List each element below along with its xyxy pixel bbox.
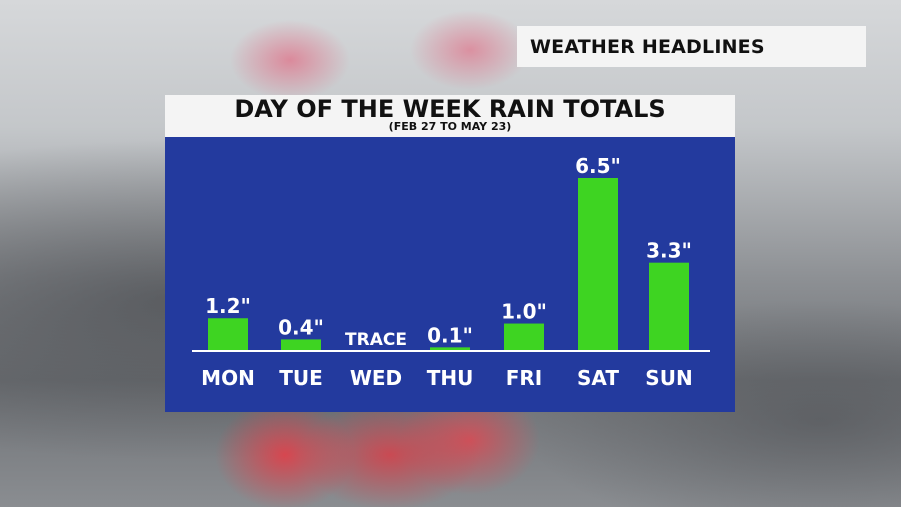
category-label-fri: FRI bbox=[506, 366, 543, 390]
category-label-mon: MON bbox=[201, 366, 255, 390]
bar-sat bbox=[578, 178, 618, 350]
chart-subtitle: (FEB 27 TO MAY 23) bbox=[388, 120, 512, 133]
category-label-sun: SUN bbox=[645, 366, 692, 390]
value-label-mon: 1.2" bbox=[205, 294, 251, 318]
value-label-sun: 3.3" bbox=[646, 239, 692, 263]
headlines-label: WEATHER HEADLINES bbox=[530, 35, 765, 58]
category-label-sat: SAT bbox=[577, 366, 619, 390]
value-label-wed: TRACE bbox=[345, 330, 407, 350]
bar-sun bbox=[649, 262, 689, 350]
chart-title: DAY OF THE WEEK RAIN TOTALS bbox=[234, 95, 666, 123]
chart-panel: DAY OF THE WEEK RAIN TOTALS (FEB 27 TO M… bbox=[165, 95, 735, 412]
bar-chart: 1.2" MON 0.4" TUE TRACE WED 0.1" THU 1.0" FRI 6.5"… bbox=[192, 154, 710, 390]
value-label-thu: 0.1" bbox=[427, 323, 473, 347]
bar-tue bbox=[281, 339, 321, 350]
value-label-fri: 1.0" bbox=[501, 300, 547, 324]
bar-thu bbox=[430, 347, 470, 350]
value-label-tue: 0.4" bbox=[278, 315, 324, 339]
value-label-sat: 6.5" bbox=[575, 154, 621, 178]
bar-mon bbox=[208, 318, 248, 350]
category-label-wed: WED bbox=[350, 366, 402, 390]
category-label-thu: THU bbox=[427, 366, 474, 390]
category-label-tue: TUE bbox=[279, 366, 323, 390]
bar-fri bbox=[504, 323, 544, 350]
headlines-banner: WEATHER HEADLINES bbox=[517, 26, 866, 67]
chart-title-band: DAY OF THE WEEK RAIN TOTALS (FEB 27 TO M… bbox=[165, 95, 735, 137]
